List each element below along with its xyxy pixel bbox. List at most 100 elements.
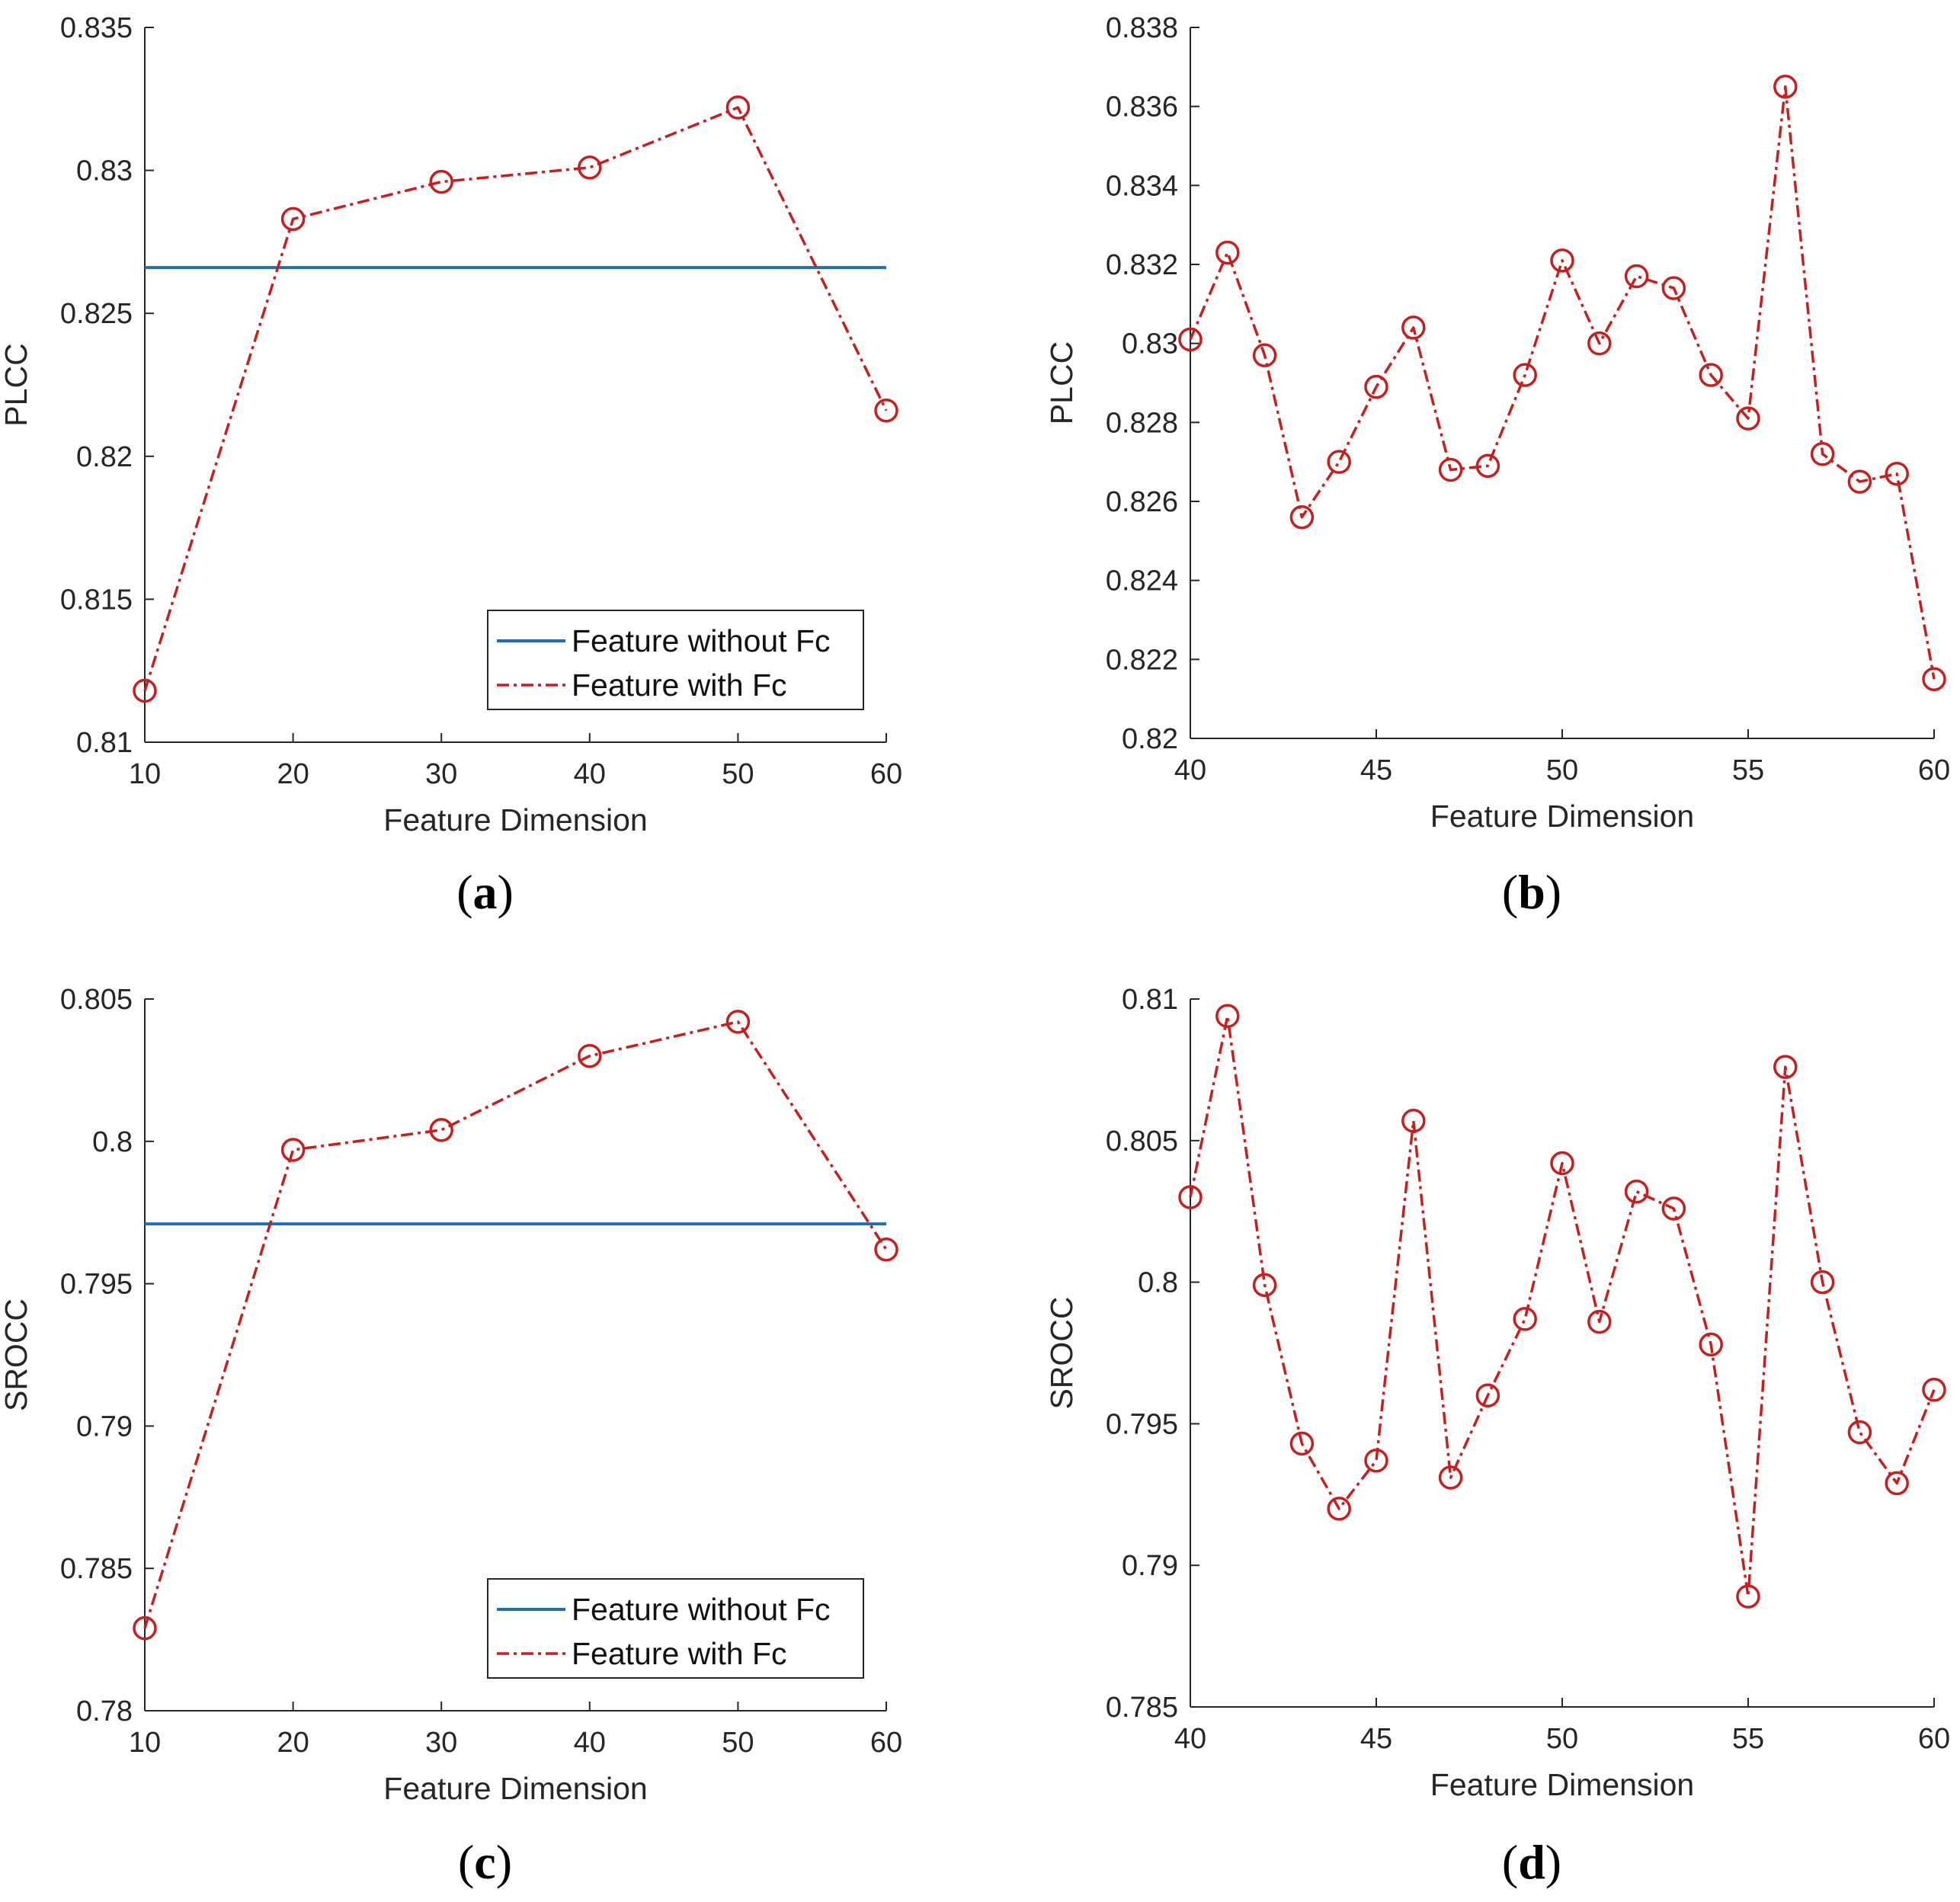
y-tick-label: 0.795 (1106, 1408, 1178, 1440)
x-axis-title: Feature Dimension (1430, 1767, 1694, 1802)
data-point-marker (1215, 240, 1240, 265)
data-point-marker (1252, 1273, 1277, 1298)
y-tick-label: 0.836 (1106, 91, 1178, 123)
y-tick-label: 0.805 (60, 984, 133, 1016)
data-point-marker (1810, 442, 1835, 466)
data-point-marker (1475, 1383, 1500, 1407)
y-axis-title: SROCC (1044, 1296, 1079, 1409)
chart-panel-a: 10 20 30 40 50 60 0.81 0.815 0.82 0.825 0.83 0.835 F… (0, 12, 902, 919)
panel-letter: b (1518, 865, 1545, 919)
x-tick-label: 20 (277, 1727, 309, 1759)
x-tick-label: 40 (574, 758, 606, 790)
data-point-marker (1624, 1179, 1649, 1204)
y-tick-label: 0.785 (60, 1553, 133, 1585)
y-tick-label: 0.79 (1122, 1550, 1178, 1582)
data-point-marker (1289, 1431, 1315, 1456)
y-axis-title: SROCC (0, 1298, 34, 1411)
panel-label: (a) (456, 865, 514, 919)
data-point-marker (1513, 1307, 1537, 1331)
x-tick-label: 40 (1174, 1723, 1206, 1755)
legend-series-label: Feature with Fc (572, 1636, 787, 1671)
data-point-marker (1847, 469, 1872, 494)
panel-label: (c) (458, 1835, 512, 1889)
data-point-marker (1810, 1270, 1835, 1295)
y-tick-label: 0.826 (1106, 486, 1178, 518)
data-point-marker (1513, 363, 1537, 387)
data-point-marker (1624, 264, 1649, 289)
y-tick-label: 0.835 (60, 12, 133, 44)
x-axis-title: Feature Dimension (383, 1771, 647, 1806)
data-point-marker (1178, 327, 1203, 352)
x-tick-label: 60 (870, 1727, 902, 1759)
chart-panel-b: 40 45 50 55 60 0.82 0.822 0.824 0.826 0.828 0.83 0.… (1044, 12, 1950, 919)
y-tick-label: 0.832 (1106, 249, 1178, 281)
data-point-marker (874, 1238, 898, 1262)
data-point-marker (1475, 453, 1500, 479)
data-point-marker (280, 207, 306, 232)
y-tick-label: 0.795 (60, 1269, 133, 1301)
y-tick-label: 0.81 (1122, 984, 1178, 1016)
data-point-marker (133, 678, 157, 703)
data-point-marker (1252, 343, 1277, 367)
data-point-marker (1401, 1109, 1426, 1133)
y-tick-label: 0.822 (1106, 644, 1178, 676)
x-tick-label: 45 (1360, 754, 1392, 786)
y-tick-label: 0.834 (1106, 170, 1178, 202)
data-point-marker (1699, 363, 1723, 387)
y-tick-label: 0.8 (92, 1126, 133, 1158)
y-axis-title: PLCC (1044, 341, 1079, 424)
y-tick-label: 0.785 (1106, 1692, 1178, 1724)
x-tick-label: 40 (1174, 754, 1206, 786)
y-tick-label: 0.824 (1106, 565, 1178, 597)
data-point-marker (280, 1138, 306, 1162)
data-point-marker (578, 155, 602, 180)
data-point-marker (1364, 374, 1388, 399)
series-line (143, 1020, 888, 1629)
data-point-marker (1922, 667, 1946, 691)
y-tick-label: 0.83 (76, 155, 133, 187)
x-tick-label: 20 (277, 758, 309, 790)
data-point-marker (1364, 1448, 1388, 1473)
legend-box (487, 1578, 864, 1679)
y-tick-label: 0.82 (76, 441, 133, 473)
data-point-marker (429, 169, 453, 194)
data-point-marker (1215, 1004, 1240, 1029)
data-point-marker (1327, 1497, 1351, 1521)
data-point-marker (1773, 1055, 1798, 1079)
legend-box (487, 610, 864, 710)
data-point-marker (1289, 504, 1315, 530)
series-line (1189, 85, 1936, 680)
panel-label: (b) (1502, 865, 1561, 919)
y-axis-title: PLCC (0, 343, 34, 426)
data-point-marker (1847, 1420, 1872, 1445)
data-point-marker (1661, 276, 1686, 300)
y-tick-label: 0.83 (1122, 328, 1178, 360)
data-point-marker (1699, 1332, 1723, 1357)
data-point-marker (1438, 457, 1463, 482)
legend-baseline-label: Feature without Fc (572, 1592, 831, 1627)
x-axis-title: Feature Dimension (383, 802, 647, 837)
panel-letter: a (473, 865, 498, 919)
data-point-marker (1327, 450, 1351, 474)
data-point-marker (1587, 331, 1612, 356)
series-line (143, 106, 888, 691)
y-tick-label: 0.79 (76, 1410, 133, 1443)
y-tick-label: 0.78 (76, 1695, 133, 1727)
data-point-marker (1178, 1185, 1203, 1209)
data-point-marker (1438, 1465, 1463, 1490)
x-tick-label: 60 (1918, 754, 1950, 786)
x-tick-label: 60 (870, 758, 902, 790)
x-tick-label: 50 (1546, 754, 1578, 786)
data-point-marker (1922, 1378, 1946, 1402)
series-line (1189, 1014, 1936, 1598)
x-tick-label: 30 (425, 1727, 457, 1759)
legend-baseline-label: Feature without Fc (572, 623, 831, 658)
y-tick-label: 0.805 (1106, 1126, 1178, 1158)
x-tick-label: 60 (1918, 1723, 1950, 1755)
data-point-marker (429, 1118, 453, 1142)
y-tick-label: 0.82 (1122, 723, 1178, 755)
x-tick-label: 50 (722, 1727, 754, 1759)
chart-panel-c: 10 20 30 40 50 60 0.78 0.785 0.79 0.795 0.8 0.805 Fe… (0, 984, 902, 1889)
data-point-marker (578, 1043, 602, 1068)
